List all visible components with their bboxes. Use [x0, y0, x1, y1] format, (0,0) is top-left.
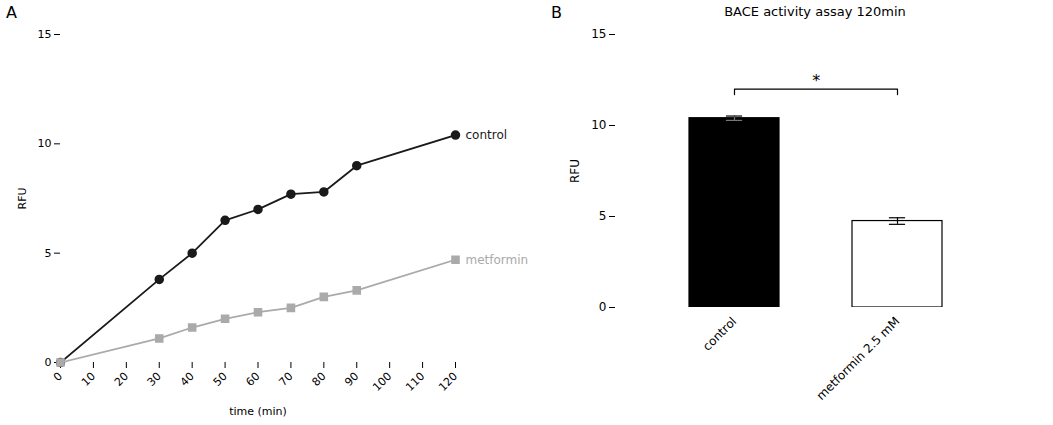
svg-text:120: 120 — [436, 370, 460, 394]
svg-text:100: 100 — [370, 370, 394, 394]
svg-text:metformin: metformin — [466, 253, 529, 267]
svg-text:5: 5 — [45, 247, 52, 260]
svg-text:10: 10 — [79, 370, 98, 389]
svg-text:control: control — [700, 314, 739, 353]
html-text:B: B — [551, 3, 562, 22]
html-text:A: A — [6, 3, 17, 22]
svg-text:5: 5 — [599, 209, 607, 223]
svg-text:control: control — [466, 128, 508, 142]
svg-text:30: 30 — [145, 370, 164, 389]
svg-text:0: 0 — [51, 370, 65, 384]
svg-text:70: 70 — [276, 370, 295, 389]
svg-text:10: 10 — [591, 118, 606, 132]
html-text:BACE activity assay 120min: BACE activity assay 120min — [724, 4, 906, 19]
svg-text:90: 90 — [342, 370, 361, 389]
svg-text:*: * — [812, 71, 820, 90]
svg-text:metformin 2.5 mM: metformin 2.5 mM — [814, 314, 903, 403]
svg-text:10: 10 — [38, 137, 52, 150]
svg-text:20: 20 — [112, 370, 131, 389]
svg-text:0: 0 — [599, 300, 607, 314]
svg-text:15: 15 — [591, 27, 606, 41]
svg-text:time (min): time (min) — [229, 405, 287, 418]
svg-text:50: 50 — [211, 370, 230, 389]
svg-text:15: 15 — [38, 28, 52, 41]
svg-text:0: 0 — [45, 356, 52, 369]
svg-text:80: 80 — [309, 370, 328, 389]
svg-text:60: 60 — [244, 370, 263, 389]
svg-text:40: 40 — [178, 370, 197, 389]
svg-text:RFU: RFU — [16, 187, 29, 209]
svg-text:RFU: RFU — [568, 159, 582, 183]
svg-text:110: 110 — [403, 370, 427, 394]
